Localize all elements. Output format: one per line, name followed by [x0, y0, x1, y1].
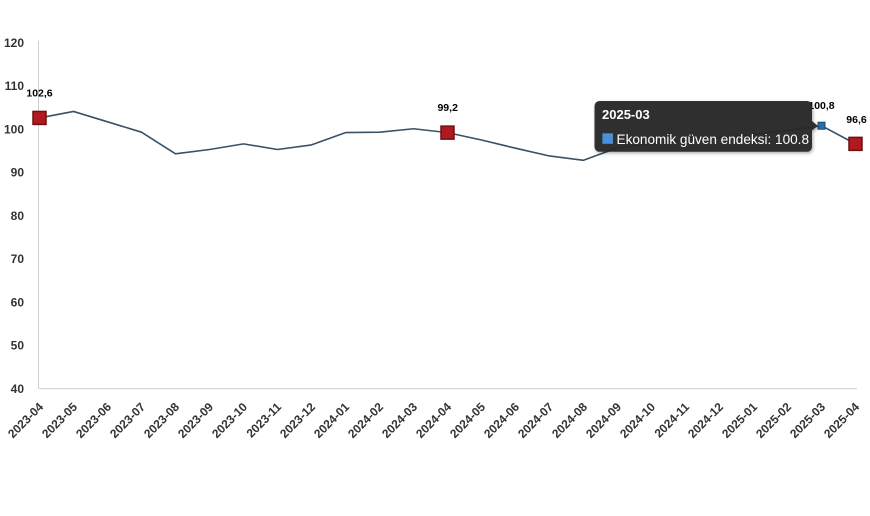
svg-text:2023-04: 2023-04	[5, 400, 46, 441]
svg-text:2025-01: 2025-01	[719, 400, 760, 441]
svg-text:2024-10: 2024-10	[617, 400, 658, 441]
svg-text:2023-12: 2023-12	[277, 400, 318, 441]
svg-text:2024-02: 2024-02	[345, 400, 386, 441]
svg-text:90: 90	[11, 166, 25, 180]
svg-text:80: 80	[11, 209, 25, 223]
svg-text:100: 100	[4, 122, 24, 136]
svg-text:50: 50	[11, 339, 25, 353]
svg-text:100,8: 100,8	[808, 100, 834, 112]
svg-text:102,6: 102,6	[26, 88, 52, 100]
svg-text:2024-03: 2024-03	[379, 400, 420, 441]
svg-text:2025-03: 2025-03	[787, 400, 828, 441]
svg-text:Ekonomik güven endeksi: 100.8: Ekonomik güven endeksi: 100.8	[617, 132, 810, 147]
svg-text:2024-08: 2024-08	[549, 400, 590, 441]
svg-text:2024-04: 2024-04	[413, 400, 454, 441]
svg-text:2023-10: 2023-10	[209, 400, 250, 441]
svg-text:2023-06: 2023-06	[73, 400, 114, 441]
svg-text:2023-11: 2023-11	[244, 400, 285, 441]
svg-text:2024-09: 2024-09	[583, 400, 624, 441]
svg-text:2024-07: 2024-07	[515, 400, 556, 441]
svg-text:2025-04: 2025-04	[821, 400, 862, 441]
svg-text:2025-02: 2025-02	[753, 400, 794, 441]
svg-text:99,2: 99,2	[437, 102, 458, 114]
svg-text:70: 70	[11, 252, 25, 266]
svg-text:2023-07: 2023-07	[107, 400, 148, 441]
svg-text:96,6: 96,6	[846, 114, 867, 126]
svg-text:2025-03: 2025-03	[602, 107, 650, 122]
svg-text:2024-01: 2024-01	[311, 400, 352, 441]
svg-text:40: 40	[11, 382, 25, 396]
svg-text:60: 60	[11, 295, 25, 309]
svg-text:2023-09: 2023-09	[175, 400, 216, 441]
svg-text:120: 120	[4, 36, 24, 50]
svg-text:2024-12: 2024-12	[685, 400, 726, 441]
svg-text:2024-06: 2024-06	[481, 400, 522, 441]
svg-text:2023-08: 2023-08	[141, 400, 182, 441]
svg-text:2024-11: 2024-11	[652, 400, 693, 441]
svg-text:2023-05: 2023-05	[39, 400, 80, 441]
svg-text:110: 110	[5, 79, 25, 93]
svg-text:2024-05: 2024-05	[447, 400, 488, 441]
